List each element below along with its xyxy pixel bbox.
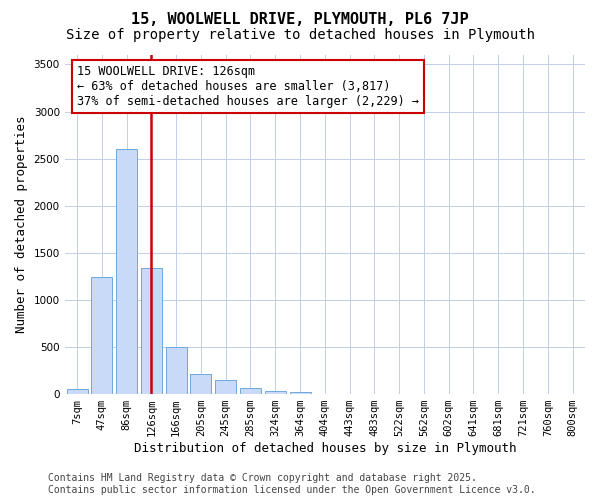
Text: 15, WOOLWELL DRIVE, PLYMOUTH, PL6 7JP: 15, WOOLWELL DRIVE, PLYMOUTH, PL6 7JP: [131, 12, 469, 28]
Bar: [116, 149, 137, 394]
X-axis label: Distribution of detached houses by size in Plymouth: Distribution of detached houses by size …: [134, 442, 516, 455]
Bar: [190, 374, 211, 394]
Bar: [265, 392, 286, 394]
Bar: [240, 388, 261, 394]
Text: 15 WOOLWELL DRIVE: 126sqm
← 63% of detached houses are smaller (3,817)
37% of se: 15 WOOLWELL DRIVE: 126sqm ← 63% of detac…: [77, 65, 419, 108]
Text: Contains HM Land Registry data © Crown copyright and database right 2025.
Contai: Contains HM Land Registry data © Crown c…: [48, 474, 536, 495]
Bar: [215, 380, 236, 394]
Text: Size of property relative to detached houses in Plymouth: Size of property relative to detached ho…: [65, 28, 535, 42]
Bar: [67, 389, 88, 394]
Y-axis label: Number of detached properties: Number of detached properties: [15, 116, 28, 334]
Bar: [290, 392, 311, 394]
Bar: [91, 278, 112, 394]
Bar: [166, 347, 187, 394]
Bar: [141, 268, 162, 394]
